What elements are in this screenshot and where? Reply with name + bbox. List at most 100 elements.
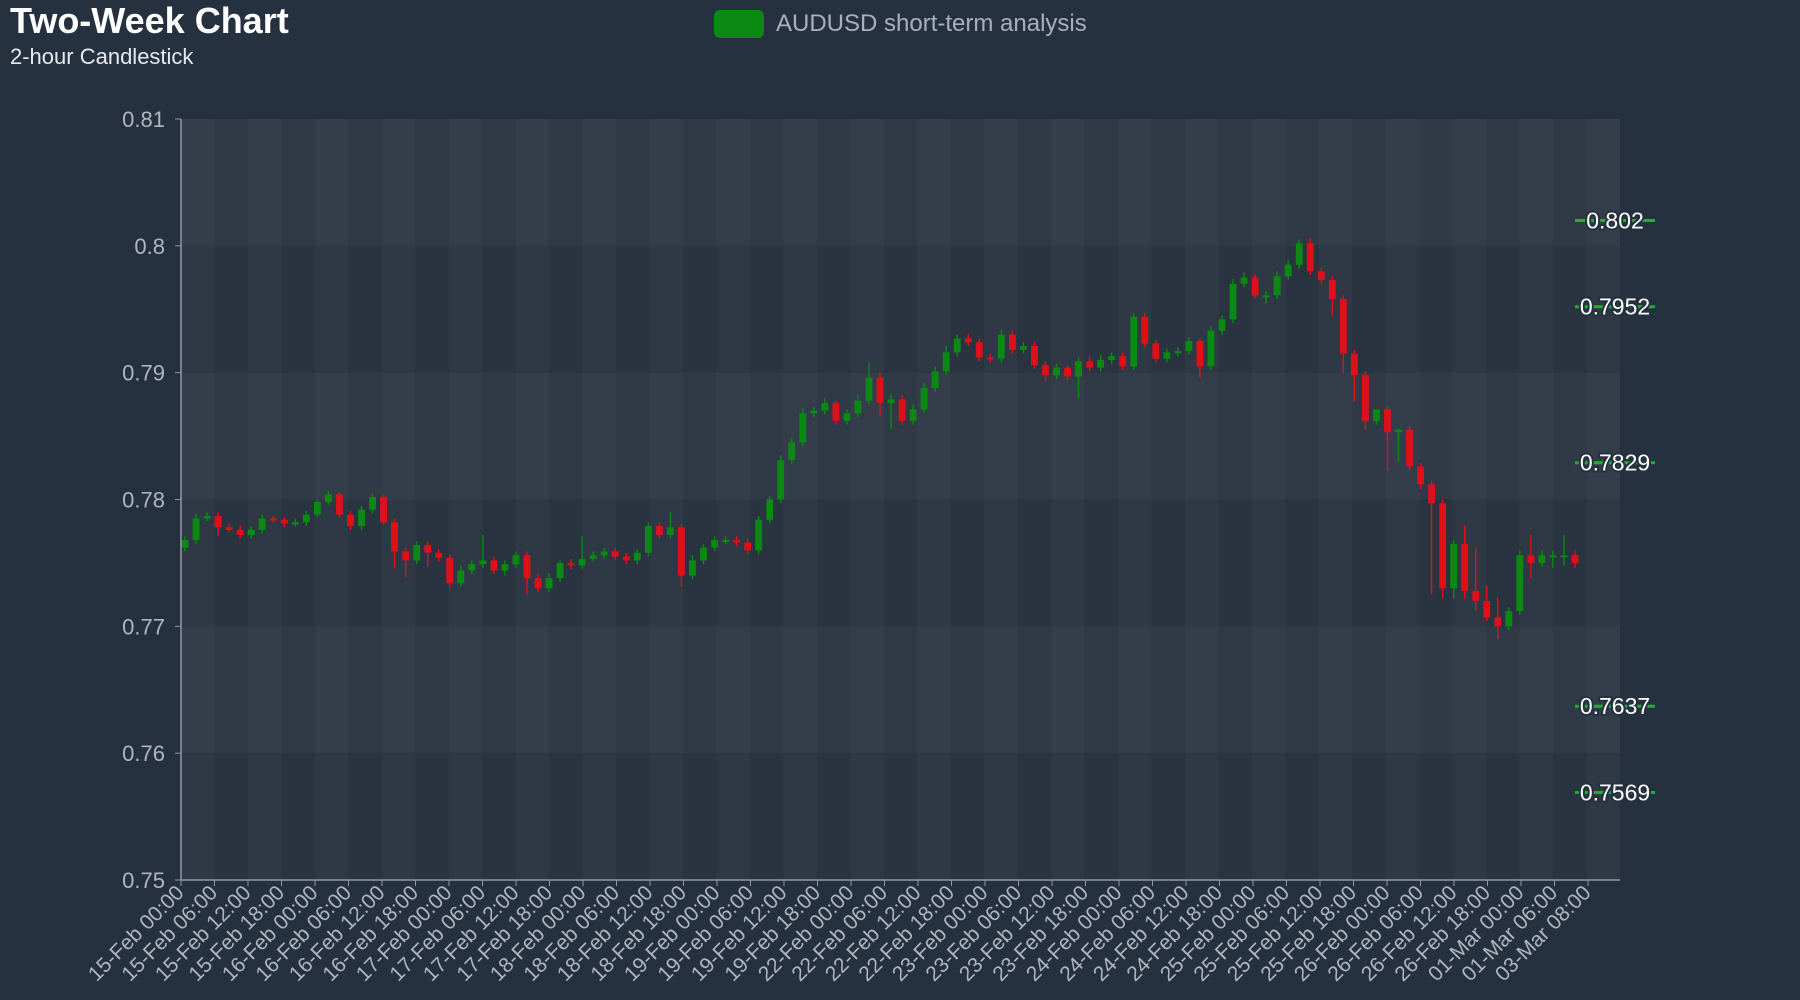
legend[interactable]: AUDUSD short-term analysis	[714, 10, 1087, 38]
grid-stripe	[449, 119, 482, 880]
candle-body	[181, 540, 189, 548]
candle-body	[1108, 356, 1116, 360]
candle-body	[1439, 503, 1447, 589]
candle-body	[843, 413, 851, 421]
candle-body	[446, 557, 454, 584]
candle-body	[1549, 555, 1557, 558]
y-axis-ticks: 0.81 0.8 0.79 0.78 0.77 0.76 0.75	[122, 107, 181, 893]
candle-body	[1152, 343, 1160, 359]
candle-body	[1461, 543, 1469, 591]
plot-background	[181, 119, 1620, 880]
candle-body	[1384, 409, 1391, 433]
candle-body	[556, 562, 564, 579]
grid-stripe	[248, 119, 281, 880]
grid-stripe	[917, 119, 950, 880]
candle-body	[1527, 555, 1535, 563]
grid-stripe	[1252, 119, 1285, 880]
candle-body	[1031, 346, 1038, 366]
candle-body	[291, 522, 299, 525]
candle-body	[324, 494, 332, 503]
candle-body	[1306, 243, 1314, 272]
candle-body	[1373, 409, 1380, 421]
grid-stripe	[1453, 119, 1486, 880]
candle-body	[1516, 555, 1524, 612]
candle-body	[1417, 466, 1424, 485]
candle-body	[1008, 334, 1016, 350]
candle-body	[1075, 361, 1082, 377]
y-tick-label: 0.75	[122, 868, 165, 893]
level-label: 0.7829	[1580, 450, 1650, 476]
level-markers: 0.802 0.7952 0.7829 0.7637 0.7569	[1575, 205, 1655, 807]
candle-body	[744, 542, 752, 551]
plot-band	[181, 372, 1620, 500]
candle-body	[700, 547, 707, 561]
candle-body	[225, 527, 233, 530]
candle-body	[347, 514, 354, 527]
candle-body	[1339, 299, 1347, 354]
candle-body	[1428, 484, 1436, 504]
legend-label: AUDUSD short-term analysis	[776, 10, 1087, 37]
y-tick-label: 0.76	[122, 741, 165, 766]
candle-body	[1361, 375, 1369, 421]
candle-body	[358, 509, 365, 527]
candle-body	[689, 560, 696, 576]
candle-body	[247, 529, 255, 536]
candle-body	[1207, 330, 1215, 367]
candle-body	[1273, 276, 1281, 296]
grid-stripe	[783, 119, 816, 880]
candle-body	[468, 564, 476, 571]
plot-band	[181, 245, 1620, 373]
candle-body	[1174, 351, 1182, 354]
candle-body	[1317, 271, 1325, 281]
candle-body	[203, 515, 211, 519]
candle-body	[1130, 316, 1138, 367]
candle-body	[1406, 429, 1413, 467]
candle-body	[931, 371, 939, 388]
candle-body	[1262, 295, 1270, 298]
candle-body	[501, 564, 509, 571]
candle-body	[655, 526, 663, 536]
candle-body	[733, 540, 741, 543]
y-tick-label: 0.77	[122, 614, 165, 639]
candle-body	[236, 529, 244, 536]
candle-body	[777, 460, 785, 500]
candle-body	[578, 559, 586, 566]
candle-body	[1494, 617, 1502, 627]
candle-body	[1086, 361, 1094, 368]
candle-body	[1328, 280, 1336, 300]
candle-body	[479, 560, 487, 565]
grid-stripe	[1520, 119, 1553, 880]
candle-body	[269, 518, 277, 521]
candle-body	[1251, 277, 1259, 296]
candle-body	[1119, 356, 1127, 367]
level-label: 0.7952	[1580, 294, 1650, 320]
grid-stripe	[1319, 119, 1352, 880]
candle-body	[666, 527, 674, 536]
candle-body	[1064, 367, 1071, 377]
candle-body	[413, 545, 421, 561]
plot-band	[181, 626, 1620, 754]
grid-stripe	[1185, 119, 1218, 880]
candle-body	[755, 519, 763, 551]
candle-body	[600, 551, 608, 556]
candle-body	[1395, 429, 1402, 433]
candle-body	[1472, 590, 1480, 601]
grid-stripe	[984, 119, 1017, 880]
grid-stripe	[850, 119, 883, 880]
candle-body	[567, 562, 575, 566]
candle-body	[192, 518, 200, 541]
candle-body	[722, 540, 729, 543]
candle-body	[633, 552, 641, 561]
candle-body	[832, 403, 840, 421]
legend-swatch	[714, 10, 764, 38]
candle-body	[810, 410, 818, 414]
candle-body	[1350, 353, 1358, 376]
level-label: 0.7637	[1580, 693, 1650, 719]
candle-body	[369, 496, 376, 510]
candle-body	[997, 334, 1005, 359]
candle-body	[887, 399, 895, 404]
candle-body	[678, 527, 685, 576]
candle-body	[523, 555, 531, 579]
candle-body	[1284, 264, 1292, 277]
